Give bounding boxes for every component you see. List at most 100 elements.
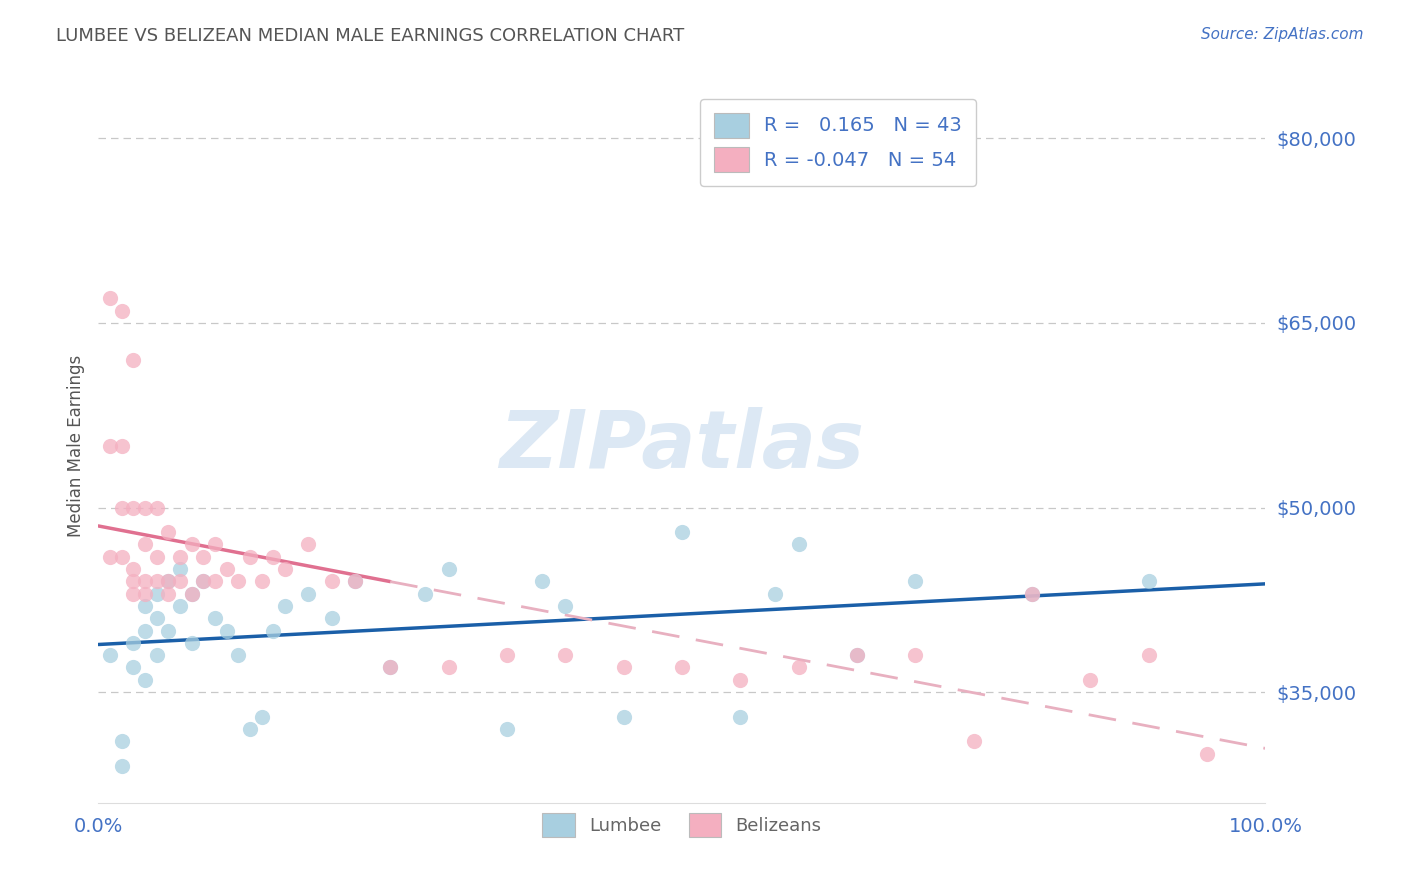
Point [228, 574, 250, 589]
Point [122, 562, 145, 576]
Point [344, 574, 367, 589]
Point [169, 562, 191, 576]
Point [215, 624, 238, 638]
Point [239, 722, 262, 736]
Point [274, 599, 297, 613]
Point [321, 611, 343, 625]
Point [134, 673, 156, 687]
Point [169, 549, 191, 564]
Point [250, 574, 273, 589]
Point [380, 660, 402, 674]
Point [730, 673, 752, 687]
Point [787, 537, 810, 551]
Point [157, 525, 180, 540]
Point [262, 624, 284, 638]
Point [1137, 574, 1160, 589]
Point [98, 648, 121, 662]
Text: ZIPatlas: ZIPatlas [499, 407, 865, 485]
Point [122, 574, 145, 589]
Point [530, 574, 553, 589]
Point [250, 709, 273, 723]
Point [157, 624, 180, 638]
Point [134, 587, 156, 601]
Point [496, 648, 519, 662]
Text: Source: ZipAtlas.com: Source: ZipAtlas.com [1201, 27, 1364, 42]
Point [215, 562, 238, 576]
Y-axis label: Median Male Earnings: Median Male Earnings [66, 355, 84, 537]
Point [134, 599, 156, 613]
Point [111, 303, 134, 318]
Point [554, 648, 576, 662]
Point [787, 660, 810, 674]
Point [134, 574, 156, 589]
Point [169, 574, 191, 589]
Point [554, 599, 576, 613]
Point [274, 562, 297, 576]
Point [98, 291, 121, 305]
Point [146, 587, 169, 601]
Point [671, 660, 693, 674]
Point [146, 611, 169, 625]
Point [98, 439, 121, 453]
Point [146, 648, 169, 662]
Point [612, 709, 634, 723]
Point [134, 624, 156, 638]
Point [111, 439, 134, 453]
Point [157, 574, 180, 589]
Point [111, 734, 134, 748]
Point [157, 587, 180, 601]
Point [1021, 587, 1043, 601]
Point [180, 587, 202, 601]
Point [1021, 587, 1043, 601]
Point [1197, 747, 1219, 761]
Point [122, 500, 145, 515]
Point [180, 587, 202, 601]
Point [321, 574, 343, 589]
Point [146, 500, 169, 515]
Point [204, 611, 226, 625]
Point [111, 759, 134, 773]
Point [671, 525, 693, 540]
Point [962, 734, 984, 748]
Point [904, 648, 927, 662]
Point [122, 660, 145, 674]
Point [297, 537, 319, 551]
Point [413, 587, 436, 601]
Point [380, 660, 402, 674]
Point [193, 574, 215, 589]
Point [612, 660, 634, 674]
Point [98, 549, 121, 564]
Point [846, 648, 869, 662]
Point [122, 352, 145, 367]
Point [228, 648, 250, 662]
Point [146, 549, 169, 564]
Point [146, 574, 169, 589]
Point [193, 574, 215, 589]
Point [122, 636, 145, 650]
Point [134, 500, 156, 515]
Point [122, 587, 145, 601]
Point [496, 722, 519, 736]
Point [204, 574, 226, 589]
Point [262, 549, 284, 564]
Text: LUMBEE VS BELIZEAN MEDIAN MALE EARNINGS CORRELATION CHART: LUMBEE VS BELIZEAN MEDIAN MALE EARNINGS … [56, 27, 685, 45]
Point [437, 660, 460, 674]
Point [193, 549, 215, 564]
Point [763, 587, 786, 601]
Point [180, 636, 202, 650]
Point [297, 587, 319, 601]
Point [1137, 648, 1160, 662]
Point [344, 574, 367, 589]
Point [157, 574, 180, 589]
Point [180, 537, 202, 551]
Point [134, 537, 156, 551]
Point [111, 549, 134, 564]
Point [730, 709, 752, 723]
Point [239, 549, 262, 564]
Point [204, 537, 226, 551]
Point [111, 500, 134, 515]
Legend: Lumbee, Belizeans: Lumbee, Belizeans [536, 806, 828, 844]
Point [437, 562, 460, 576]
Point [904, 574, 927, 589]
Point [169, 599, 191, 613]
